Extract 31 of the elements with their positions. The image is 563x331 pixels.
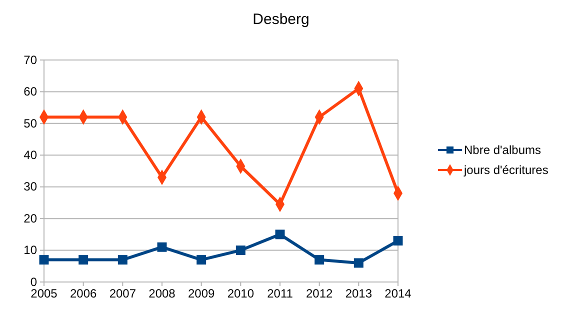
x-tick-label: 2012 — [306, 286, 334, 301]
y-tick-label: 40 — [24, 148, 38, 162]
x-tick-label: 2007 — [109, 286, 136, 301]
point — [78, 255, 88, 265]
y-tick-label: 30 — [24, 180, 38, 194]
legend-label: jours d'écritures — [463, 163, 548, 177]
point — [314, 255, 324, 265]
y-tick-label: 20 — [24, 211, 38, 226]
x-tick-label: 2014 — [384, 286, 412, 301]
y-tick-label: 50 — [24, 116, 38, 130]
x-tick-label: 2011 — [267, 286, 294, 301]
legend-label: Nbre d'albums — [464, 143, 541, 157]
y-tick-label: 10 — [24, 243, 38, 258]
point — [118, 255, 128, 265]
x-tick-label: 2013 — [345, 286, 372, 301]
point — [39, 255, 49, 265]
point — [354, 258, 364, 268]
y-tick-label: 70 — [24, 52, 38, 67]
x-tick-label: 2009 — [188, 286, 216, 301]
point — [196, 255, 206, 265]
point — [393, 236, 403, 246]
point — [236, 246, 246, 256]
chart-title: Desberg — [252, 11, 310, 28]
x-tick-label: 2008 — [148, 286, 176, 301]
point — [275, 230, 285, 240]
y-tick-label: 0 — [30, 274, 38, 289]
x-tick-label: 2010 — [227, 286, 254, 301]
point — [157, 242, 167, 252]
x-tick-label: 2005 — [30, 286, 58, 301]
x-tick-label: 2006 — [70, 286, 98, 301]
y-tick-label: 60 — [24, 84, 38, 99]
